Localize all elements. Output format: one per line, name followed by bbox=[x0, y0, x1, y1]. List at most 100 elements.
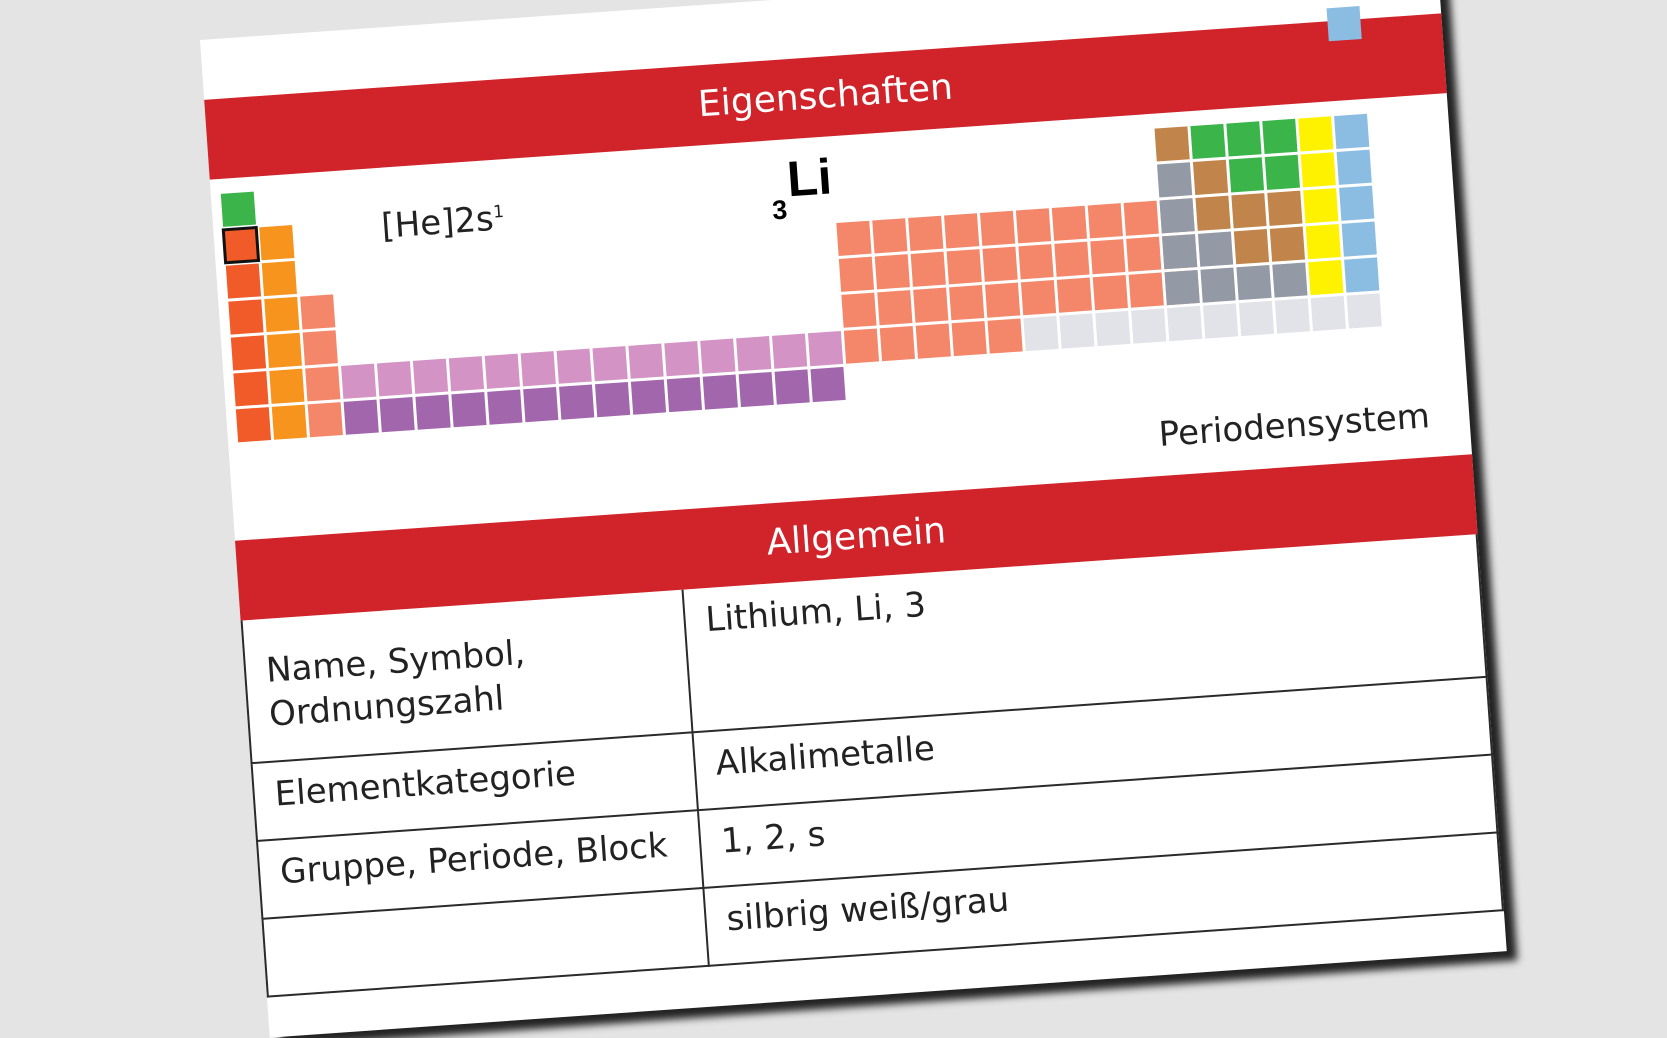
element-cell bbox=[266, 332, 302, 368]
element-cell bbox=[379, 397, 415, 433]
element-cell bbox=[987, 318, 1023, 354]
element-cell bbox=[484, 353, 520, 389]
element-cell bbox=[1308, 259, 1344, 296]
element-cell bbox=[666, 376, 703, 413]
element-cell bbox=[1018, 244, 1054, 280]
element-cell bbox=[982, 246, 1018, 282]
element-cell bbox=[1262, 118, 1298, 155]
element-cell-highlighted bbox=[221, 225, 261, 265]
element-cell bbox=[774, 369, 810, 405]
element-cell bbox=[1131, 308, 1167, 344]
element-cell bbox=[628, 343, 664, 379]
element-cell bbox=[1269, 226, 1306, 262]
element-cell bbox=[343, 399, 379, 435]
element-cell bbox=[702, 374, 738, 410]
element-cell bbox=[594, 381, 631, 418]
element-cell bbox=[1233, 229, 1270, 265]
element-cell bbox=[913, 287, 949, 323]
element-cell bbox=[1020, 280, 1057, 316]
element-cell bbox=[230, 335, 267, 371]
element-cell bbox=[1128, 272, 1164, 308]
element-cell bbox=[1015, 208, 1052, 244]
element-cell bbox=[1164, 269, 1200, 306]
element-cell bbox=[448, 356, 485, 392]
element-cell bbox=[1087, 203, 1123, 239]
element-cell bbox=[1334, 113, 1370, 149]
element-cell bbox=[305, 366, 341, 402]
element-cell bbox=[300, 294, 336, 330]
element-cell bbox=[838, 256, 875, 292]
element-cell bbox=[1298, 116, 1334, 152]
element-cell bbox=[1190, 123, 1226, 160]
element-cell bbox=[1056, 277, 1093, 313]
element-cell bbox=[738, 371, 774, 408]
element-cell bbox=[412, 358, 449, 394]
element-cell bbox=[1310, 295, 1346, 332]
element-cell bbox=[1090, 239, 1126, 275]
element-cell bbox=[1272, 262, 1308, 298]
element-cell bbox=[1274, 298, 1311, 334]
element-cell bbox=[1157, 162, 1193, 198]
element-cell bbox=[984, 282, 1021, 318]
element-cell bbox=[1226, 121, 1262, 157]
element-cell bbox=[951, 320, 987, 357]
element-cell bbox=[271, 404, 307, 440]
element-cell bbox=[592, 346, 628, 382]
element-cell bbox=[736, 336, 772, 372]
section-title: Allgemein bbox=[765, 510, 948, 564]
element-cell bbox=[1059, 313, 1095, 349]
element-cell bbox=[1228, 157, 1265, 193]
element-cell bbox=[1231, 193, 1267, 229]
element-cell bbox=[302, 330, 338, 366]
element-cell bbox=[1202, 303, 1239, 339]
element-cell bbox=[1346, 293, 1382, 329]
element-cell bbox=[1162, 234, 1198, 270]
element-cell bbox=[220, 191, 257, 227]
element-cell bbox=[1159, 198, 1195, 234]
element-cell bbox=[1267, 190, 1303, 226]
element-cell bbox=[1238, 300, 1275, 337]
element-cell bbox=[1264, 154, 1300, 190]
element-cell bbox=[1123, 200, 1159, 236]
element-cell bbox=[807, 331, 844, 367]
element-cell bbox=[261, 260, 297, 297]
element-cell bbox=[235, 407, 272, 443]
element-cell bbox=[451, 392, 487, 428]
element-cell bbox=[630, 379, 667, 415]
element-cell bbox=[1236, 264, 1272, 301]
element-cell bbox=[910, 251, 946, 287]
element-cell bbox=[1200, 267, 1236, 303]
element-cell bbox=[1023, 315, 1059, 352]
element-cell bbox=[1154, 126, 1190, 162]
element-cell bbox=[944, 213, 980, 249]
element-cell bbox=[1326, 6, 1362, 42]
properties-card: Eigenschaften [He]2s1 3Li Periodensystem… bbox=[200, 0, 1507, 1038]
element-cell bbox=[700, 338, 736, 374]
element-cell bbox=[1305, 224, 1341, 260]
element-cell bbox=[225, 263, 262, 299]
element-cell bbox=[877, 290, 913, 326]
element-cell bbox=[1339, 185, 1375, 221]
element-cell bbox=[879, 325, 915, 362]
element-cell bbox=[836, 220, 872, 256]
element-cell bbox=[487, 389, 523, 425]
element-cell bbox=[376, 361, 413, 397]
element-cell bbox=[1051, 205, 1088, 241]
element-cell bbox=[1126, 236, 1162, 272]
element-cell bbox=[520, 351, 556, 387]
element-cell bbox=[1303, 188, 1339, 224]
element-cell bbox=[772, 333, 808, 369]
element-cell bbox=[1197, 231, 1234, 267]
element-cell bbox=[1341, 221, 1377, 257]
periodic-table bbox=[220, 6, 1382, 443]
element-cell bbox=[915, 323, 951, 359]
element-cell bbox=[841, 292, 877, 328]
element-cell bbox=[228, 299, 264, 335]
element-cell bbox=[269, 368, 305, 404]
element-cell bbox=[307, 402, 343, 438]
element-cell bbox=[559, 384, 595, 420]
element-cell bbox=[664, 341, 700, 377]
element-cell bbox=[946, 249, 982, 285]
element-cell bbox=[1300, 152, 1336, 188]
element-cell bbox=[874, 254, 910, 290]
